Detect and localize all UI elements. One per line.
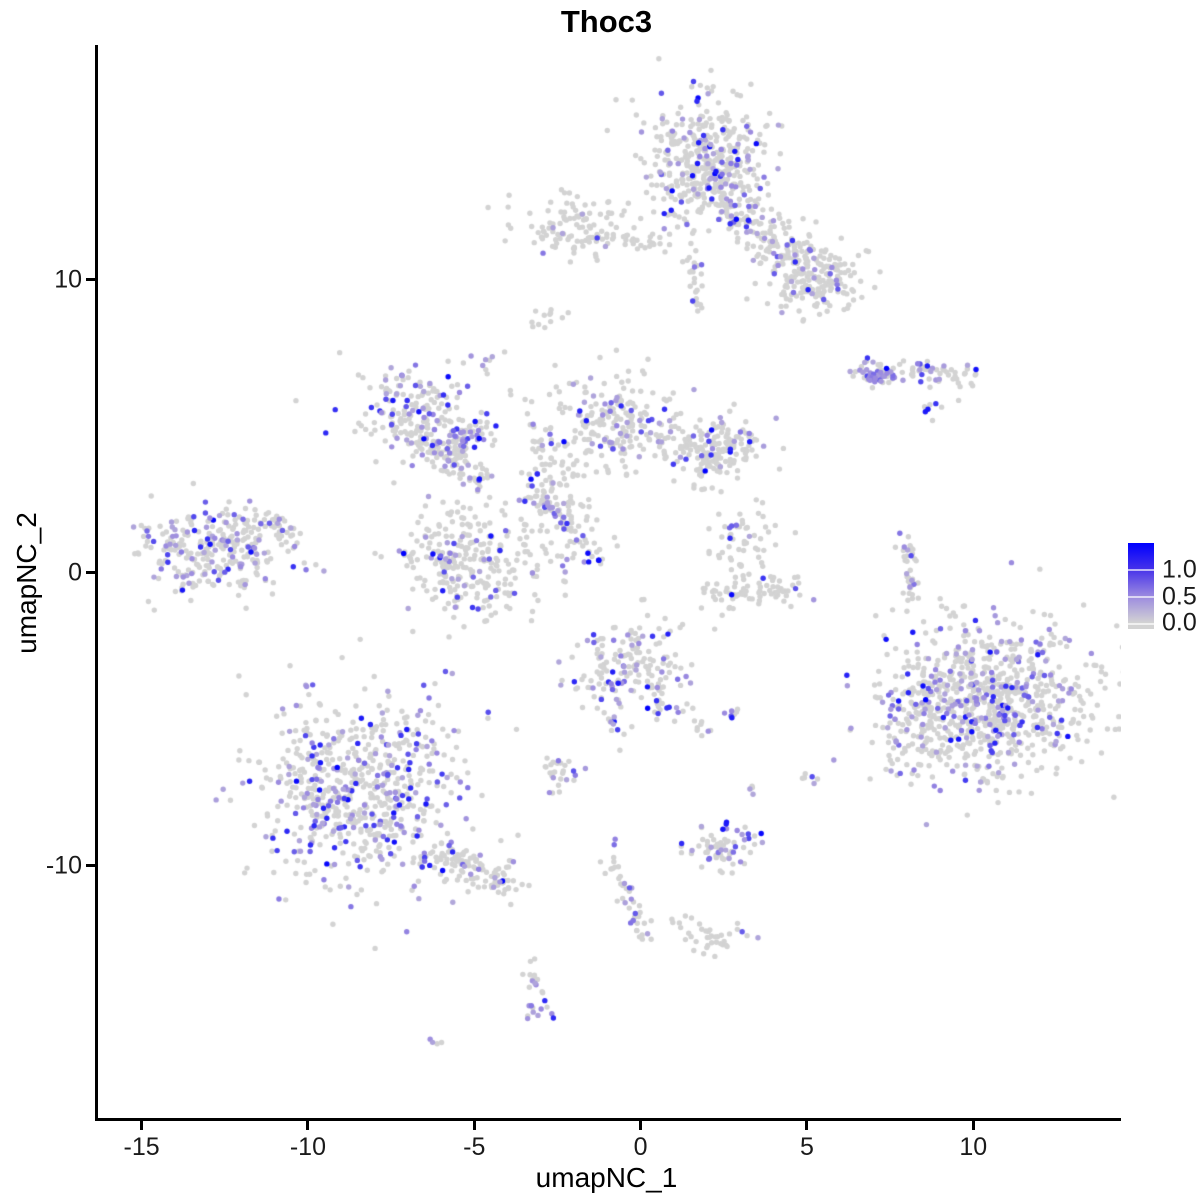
y-tick-label: 0 [68,558,82,587]
y-tick-mark [86,278,95,282]
x-tick-mark [639,1121,643,1130]
x-tick-label: -5 [463,1133,486,1161]
x-tick-mark [805,1121,809,1130]
x-tick-label: 5 [799,1133,814,1161]
x-tick-mark [140,1121,144,1130]
legend-gradient-bar [1128,543,1154,629]
x-tick-mark [306,1121,310,1130]
y-tick-label: 10 [54,265,82,294]
plot-panel [95,45,1121,1121]
scatter-canvas [98,45,1121,1118]
legend-bar-tick [1128,568,1154,571]
legend-label-low: 0.0 [1162,608,1197,637]
x-tick-label: -15 [123,1133,160,1161]
x-tick-mark [971,1121,975,1130]
plot-title: Thoc3 [560,4,653,39]
y-tick-label: -10 [45,851,82,880]
y-axis-title: umapNC_2 [11,512,42,654]
x-tick-label: 10 [959,1133,988,1161]
legend-bar-tick [1128,622,1154,625]
y-tick-mark [86,571,95,575]
legend-label-mid: 0.5 [1162,582,1197,611]
y-tick-mark [86,864,95,868]
x-tick-label: 0 [633,1133,648,1161]
x-tick-mark [472,1121,476,1130]
x-axis-title: umapNC_1 [535,1162,678,1193]
legend-bar-tick [1128,596,1154,599]
legend-label-high: 1.0 [1162,555,1197,584]
expression-legend: 1.0 0.5 0.0 [1128,543,1200,637]
x-tick-label: -10 [289,1133,326,1161]
